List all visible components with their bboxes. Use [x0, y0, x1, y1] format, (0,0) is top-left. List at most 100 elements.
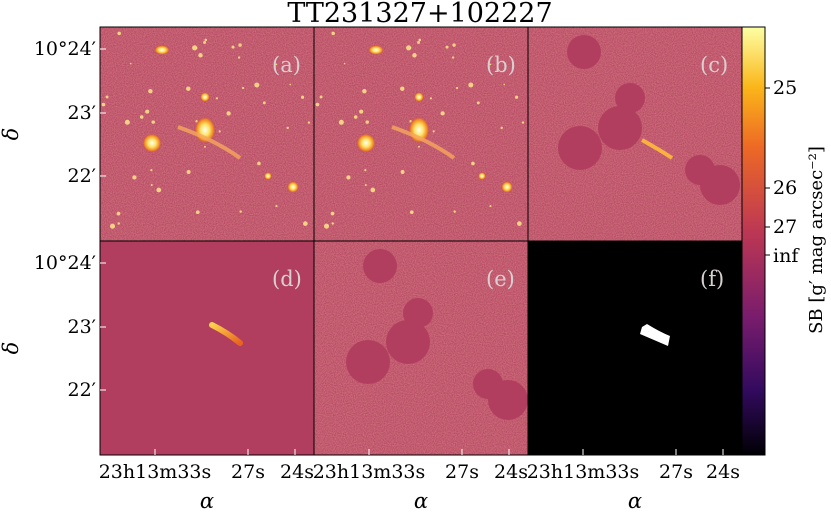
star-20: [300, 95, 305, 99]
xtick-e-2: 24s: [494, 461, 528, 483]
star-4: [452, 43, 456, 47]
panel-e-label: (e): [486, 267, 515, 291]
star-5: [364, 169, 367, 172]
star-26: [257, 161, 261, 166]
star-38: [331, 31, 335, 36]
panel-d: [100, 241, 314, 455]
star-25: [303, 221, 308, 226]
star-26: [471, 161, 475, 166]
star-35: [132, 175, 137, 180]
star-39: [275, 205, 278, 208]
star-31: [406, 45, 412, 51]
star-9: [139, 115, 144, 119]
star-32: [195, 210, 200, 215]
star-44: [445, 45, 449, 49]
star-13: [476, 101, 480, 105]
panel-c-label: (c): [700, 53, 728, 77]
star-36: [453, 210, 456, 213]
star-34: [503, 83, 506, 86]
star-37: [489, 63, 492, 66]
star-30: [101, 102, 106, 107]
star-7: [323, 223, 330, 229]
star-19: [186, 170, 191, 174]
x-ticks-d: 23h13m33s 27s 24s: [99, 461, 314, 483]
ytick-bottom-2: 22′: [68, 379, 97, 401]
star-42: [362, 88, 367, 94]
star-33: [198, 53, 203, 58]
panel-a-label: (a): [272, 53, 301, 77]
star-20: [514, 95, 519, 99]
star-12: [429, 97, 432, 100]
xtick-f-2: 24s: [706, 461, 740, 483]
star-30: [315, 102, 320, 107]
panel-e: [314, 241, 528, 455]
star-6: [432, 130, 435, 133]
x-ticks-e: 23h13m33s 27s 24s: [313, 461, 528, 483]
star-43: [343, 62, 346, 65]
star-28: [145, 109, 150, 114]
star-3: [186, 86, 191, 91]
figure-title: TT231327+102227: [287, 0, 552, 29]
star-10: [241, 86, 245, 90]
star-40: [204, 38, 208, 42]
star-16: [226, 111, 231, 116]
ytick-bottom-0: 10°24′: [34, 252, 96, 274]
panel-b-label: (b): [486, 53, 516, 77]
xtick-f-0: 23h13m33s: [527, 461, 640, 483]
y-axis-label-bottom: δ: [0, 342, 23, 355]
x-axis-label-e: α: [414, 489, 428, 513]
panel-d-label: (d): [272, 267, 302, 291]
x-axis-label-f: α: [628, 489, 642, 513]
star-11: [521, 121, 525, 124]
star-36: [239, 210, 242, 213]
xtick-d-1: 27s: [231, 461, 265, 483]
stars-b: [315, 31, 525, 229]
star-23: [364, 183, 367, 187]
star-4: [238, 43, 242, 47]
cbtick-3: inf: [773, 245, 800, 267]
panel-b: [314, 27, 528, 241]
ticks: [100, 48, 724, 455]
star-29: [254, 82, 260, 88]
y-ticks-bottom: 10°24′ 23′ 22′: [34, 252, 96, 401]
star-42: [148, 88, 153, 94]
star-17: [237, 56, 241, 59]
star-24: [370, 187, 376, 193]
xtick-e-0: 23h13m33s: [313, 461, 426, 483]
star-9: [353, 115, 358, 119]
star-39: [489, 205, 492, 208]
star-27: [319, 95, 323, 99]
colorbar-ticks: [765, 87, 770, 256]
panel-f-label: (f): [700, 267, 724, 291]
star-17: [451, 56, 455, 59]
cbtick-1: 26: [773, 177, 797, 199]
cbtick-2: 27: [773, 216, 797, 238]
ytick-top-1: 23′: [68, 102, 97, 124]
colorbar-label: SB [g′ mag arcsec⁻²]: [806, 146, 827, 334]
star-1: [151, 120, 155, 124]
panel-a: [100, 27, 314, 241]
xtick-d-2: 24s: [280, 461, 314, 483]
star-8: [338, 119, 344, 125]
star-3: [400, 86, 405, 91]
star-27: [105, 95, 109, 99]
star-2: [116, 211, 121, 216]
star-35: [346, 175, 351, 180]
star-6: [218, 130, 221, 133]
x-ticks-f: 23h13m33s 27s 24s: [527, 461, 740, 483]
star-33: [412, 53, 417, 58]
star-37: [275, 63, 278, 66]
panel-c: [528, 27, 742, 241]
star-28: [359, 109, 364, 114]
colorbar-tick-labels: 25 26 27 inf: [773, 77, 800, 267]
star-15: [500, 126, 503, 130]
star-11: [307, 121, 311, 124]
star-23: [150, 183, 153, 187]
star-43: [129, 62, 132, 65]
star-29: [468, 82, 474, 88]
star-24: [156, 187, 162, 193]
star-8: [124, 119, 130, 125]
star-31: [192, 45, 198, 51]
star-41: [417, 41, 420, 44]
